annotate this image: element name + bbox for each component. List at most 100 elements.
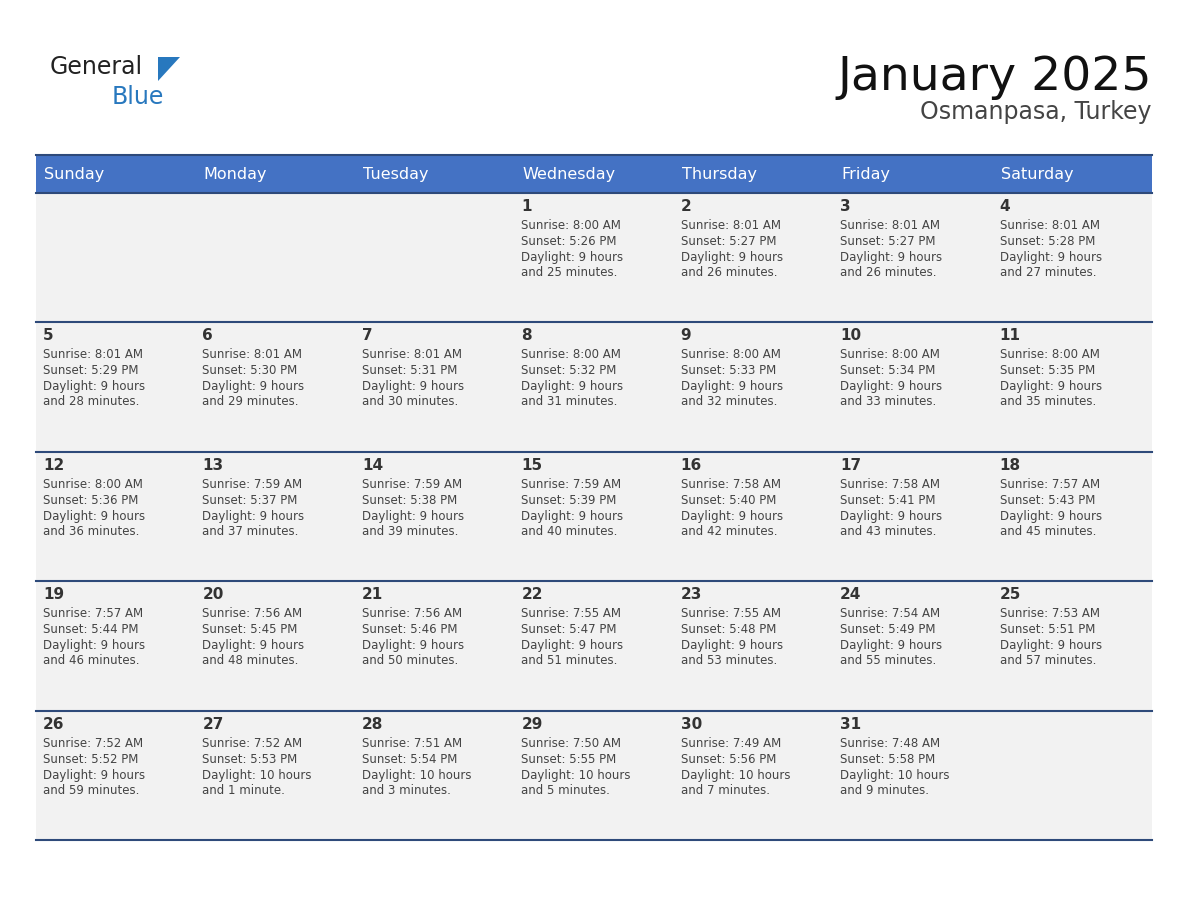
Bar — [674, 193, 833, 322]
Text: Sunrise: 7:52 AM: Sunrise: 7:52 AM — [43, 736, 143, 750]
Text: Daylight: 9 hours: Daylight: 9 hours — [840, 639, 942, 652]
Text: 31: 31 — [840, 717, 861, 732]
Text: Sunrise: 7:58 AM: Sunrise: 7:58 AM — [681, 477, 781, 491]
Bar — [36, 452, 196, 581]
Text: and 25 minutes.: and 25 minutes. — [522, 266, 618, 279]
Text: Sunrise: 7:54 AM: Sunrise: 7:54 AM — [840, 607, 940, 621]
Text: Sunrise: 8:00 AM: Sunrise: 8:00 AM — [522, 349, 621, 362]
Text: Sunrise: 7:55 AM: Sunrise: 7:55 AM — [522, 607, 621, 621]
Text: Daylight: 9 hours: Daylight: 9 hours — [522, 639, 624, 652]
Text: 24: 24 — [840, 588, 861, 602]
Text: Sunset: 5:49 PM: Sunset: 5:49 PM — [840, 623, 936, 636]
Bar — [833, 155, 992, 193]
Bar — [514, 711, 674, 840]
Text: Daylight: 9 hours: Daylight: 9 hours — [999, 509, 1101, 522]
Bar — [514, 155, 674, 193]
Text: Daylight: 9 hours: Daylight: 9 hours — [43, 380, 145, 394]
Text: and 42 minutes.: and 42 minutes. — [681, 525, 777, 538]
Text: Daylight: 9 hours: Daylight: 9 hours — [999, 380, 1101, 394]
Text: and 39 minutes.: and 39 minutes. — [362, 525, 459, 538]
Text: Daylight: 9 hours: Daylight: 9 hours — [43, 639, 145, 652]
Bar — [674, 155, 833, 193]
Bar — [36, 581, 196, 711]
Text: Daylight: 10 hours: Daylight: 10 hours — [362, 768, 472, 781]
Text: 9: 9 — [681, 329, 691, 343]
Text: Blue: Blue — [112, 85, 164, 109]
Text: 6: 6 — [202, 329, 213, 343]
Text: Friday: Friday — [841, 166, 890, 182]
Bar — [833, 452, 992, 581]
Text: Sunrise: 8:01 AM: Sunrise: 8:01 AM — [840, 219, 940, 232]
Bar — [833, 322, 992, 452]
Text: Monday: Monday — [203, 166, 267, 182]
Text: 16: 16 — [681, 458, 702, 473]
Text: and 31 minutes.: and 31 minutes. — [522, 396, 618, 409]
Text: 12: 12 — [43, 458, 64, 473]
Bar — [196, 155, 355, 193]
Text: and 29 minutes.: and 29 minutes. — [202, 396, 299, 409]
Text: Sunrise: 7:53 AM: Sunrise: 7:53 AM — [999, 607, 1100, 621]
Text: 4: 4 — [999, 199, 1010, 214]
Text: 20: 20 — [202, 588, 223, 602]
Text: Sunrise: 8:01 AM: Sunrise: 8:01 AM — [202, 349, 303, 362]
Text: Sunset: 5:51 PM: Sunset: 5:51 PM — [999, 623, 1095, 636]
Text: Daylight: 9 hours: Daylight: 9 hours — [202, 639, 304, 652]
Text: 28: 28 — [362, 717, 384, 732]
Text: and 36 minutes.: and 36 minutes. — [43, 525, 139, 538]
Text: and 33 minutes.: and 33 minutes. — [840, 396, 936, 409]
Text: and 3 minutes.: and 3 minutes. — [362, 784, 450, 797]
Text: and 27 minutes.: and 27 minutes. — [999, 266, 1097, 279]
Text: 17: 17 — [840, 458, 861, 473]
Text: Sunrise: 7:59 AM: Sunrise: 7:59 AM — [362, 477, 462, 491]
Text: and 50 minutes.: and 50 minutes. — [362, 655, 459, 667]
Text: Daylight: 9 hours: Daylight: 9 hours — [522, 509, 624, 522]
Text: Daylight: 9 hours: Daylight: 9 hours — [362, 380, 465, 394]
Text: Daylight: 9 hours: Daylight: 9 hours — [999, 251, 1101, 264]
Text: 30: 30 — [681, 717, 702, 732]
Text: Sunset: 5:35 PM: Sunset: 5:35 PM — [999, 364, 1095, 377]
Text: Sunset: 5:48 PM: Sunset: 5:48 PM — [681, 623, 776, 636]
Text: 19: 19 — [43, 588, 64, 602]
Text: General: General — [50, 55, 143, 79]
Text: and 40 minutes.: and 40 minutes. — [522, 525, 618, 538]
Bar — [992, 155, 1152, 193]
Text: and 30 minutes.: and 30 minutes. — [362, 396, 459, 409]
Text: 22: 22 — [522, 588, 543, 602]
Text: and 32 minutes.: and 32 minutes. — [681, 396, 777, 409]
Text: Daylight: 9 hours: Daylight: 9 hours — [840, 380, 942, 394]
Text: Sunrise: 8:00 AM: Sunrise: 8:00 AM — [681, 349, 781, 362]
Text: Sunset: 5:52 PM: Sunset: 5:52 PM — [43, 753, 138, 766]
Text: 8: 8 — [522, 329, 532, 343]
Bar — [355, 711, 514, 840]
Text: Daylight: 9 hours: Daylight: 9 hours — [362, 639, 465, 652]
Text: Daylight: 9 hours: Daylight: 9 hours — [840, 509, 942, 522]
Text: Sunset: 5:56 PM: Sunset: 5:56 PM — [681, 753, 776, 766]
Text: 15: 15 — [522, 458, 543, 473]
Text: Sunrise: 8:00 AM: Sunrise: 8:00 AM — [43, 477, 143, 491]
Text: and 48 minutes.: and 48 minutes. — [202, 655, 299, 667]
Text: 27: 27 — [202, 717, 223, 732]
Text: Sunset: 5:54 PM: Sunset: 5:54 PM — [362, 753, 457, 766]
Text: Daylight: 9 hours: Daylight: 9 hours — [43, 509, 145, 522]
Text: Daylight: 9 hours: Daylight: 9 hours — [43, 768, 145, 781]
Text: Sunrise: 8:01 AM: Sunrise: 8:01 AM — [362, 349, 462, 362]
Text: Sunrise: 7:52 AM: Sunrise: 7:52 AM — [202, 736, 303, 750]
Text: Daylight: 9 hours: Daylight: 9 hours — [840, 251, 942, 264]
Bar — [514, 581, 674, 711]
Text: Sunset: 5:36 PM: Sunset: 5:36 PM — [43, 494, 138, 507]
Text: and 59 minutes.: and 59 minutes. — [43, 784, 139, 797]
Bar — [514, 193, 674, 322]
Text: and 28 minutes.: and 28 minutes. — [43, 396, 139, 409]
Text: Sunset: 5:38 PM: Sunset: 5:38 PM — [362, 494, 457, 507]
Text: and 26 minutes.: and 26 minutes. — [681, 266, 777, 279]
Text: and 26 minutes.: and 26 minutes. — [840, 266, 936, 279]
Bar — [355, 452, 514, 581]
Text: and 46 minutes.: and 46 minutes. — [43, 655, 139, 667]
Text: Sunset: 5:44 PM: Sunset: 5:44 PM — [43, 623, 139, 636]
Text: Daylight: 10 hours: Daylight: 10 hours — [202, 768, 312, 781]
Text: Sunset: 5:53 PM: Sunset: 5:53 PM — [202, 753, 298, 766]
Text: Sunset: 5:43 PM: Sunset: 5:43 PM — [999, 494, 1095, 507]
Text: 11: 11 — [999, 329, 1020, 343]
Text: Sunset: 5:26 PM: Sunset: 5:26 PM — [522, 235, 617, 248]
Text: Daylight: 10 hours: Daylight: 10 hours — [522, 768, 631, 781]
